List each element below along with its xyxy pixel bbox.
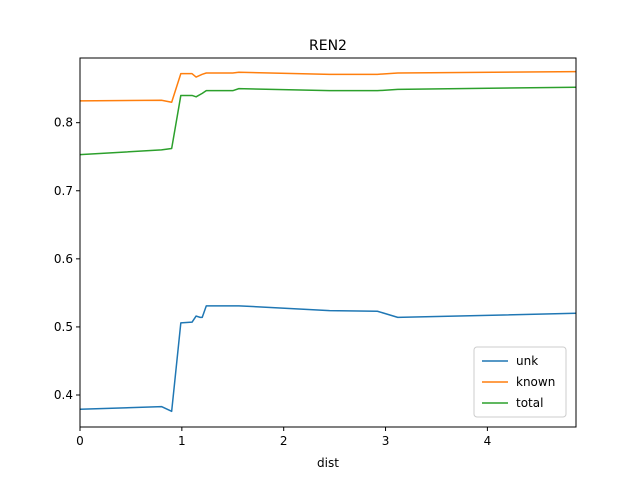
legend-label-total: total xyxy=(516,396,543,410)
series-layer xyxy=(79,70,577,413)
y-tick-label: 0.4 xyxy=(54,388,73,402)
x-tick-label: 2 xyxy=(280,434,288,448)
y-axis: 0.4 0.5 0.6 0.7 0.8 xyxy=(54,116,80,402)
plot-frame xyxy=(79,57,577,428)
x-axis: 0 1 2 3 4 xyxy=(76,427,491,448)
y-tick-label: 0.5 xyxy=(54,320,73,334)
y-tick-label: 0.7 xyxy=(54,184,73,198)
series-line-known xyxy=(79,70,577,103)
legend-box xyxy=(473,346,567,418)
x-tick-label: 0 xyxy=(76,434,84,448)
x-tick-label: 4 xyxy=(484,434,492,448)
x-tick-label: 1 xyxy=(178,434,186,448)
legend-label-known: known xyxy=(516,375,555,389)
chart-title: REN2 xyxy=(309,38,347,54)
y-tick-label: 0.6 xyxy=(54,252,73,266)
x-axis-label: dist xyxy=(317,456,339,470)
y-tick-label: 0.8 xyxy=(54,116,73,130)
x-tick-label: 3 xyxy=(382,434,390,448)
legend-label-unk: unk xyxy=(516,354,538,368)
series-line-unk xyxy=(79,305,577,413)
series-line-total xyxy=(79,86,577,156)
legend: unk known total xyxy=(473,346,567,418)
